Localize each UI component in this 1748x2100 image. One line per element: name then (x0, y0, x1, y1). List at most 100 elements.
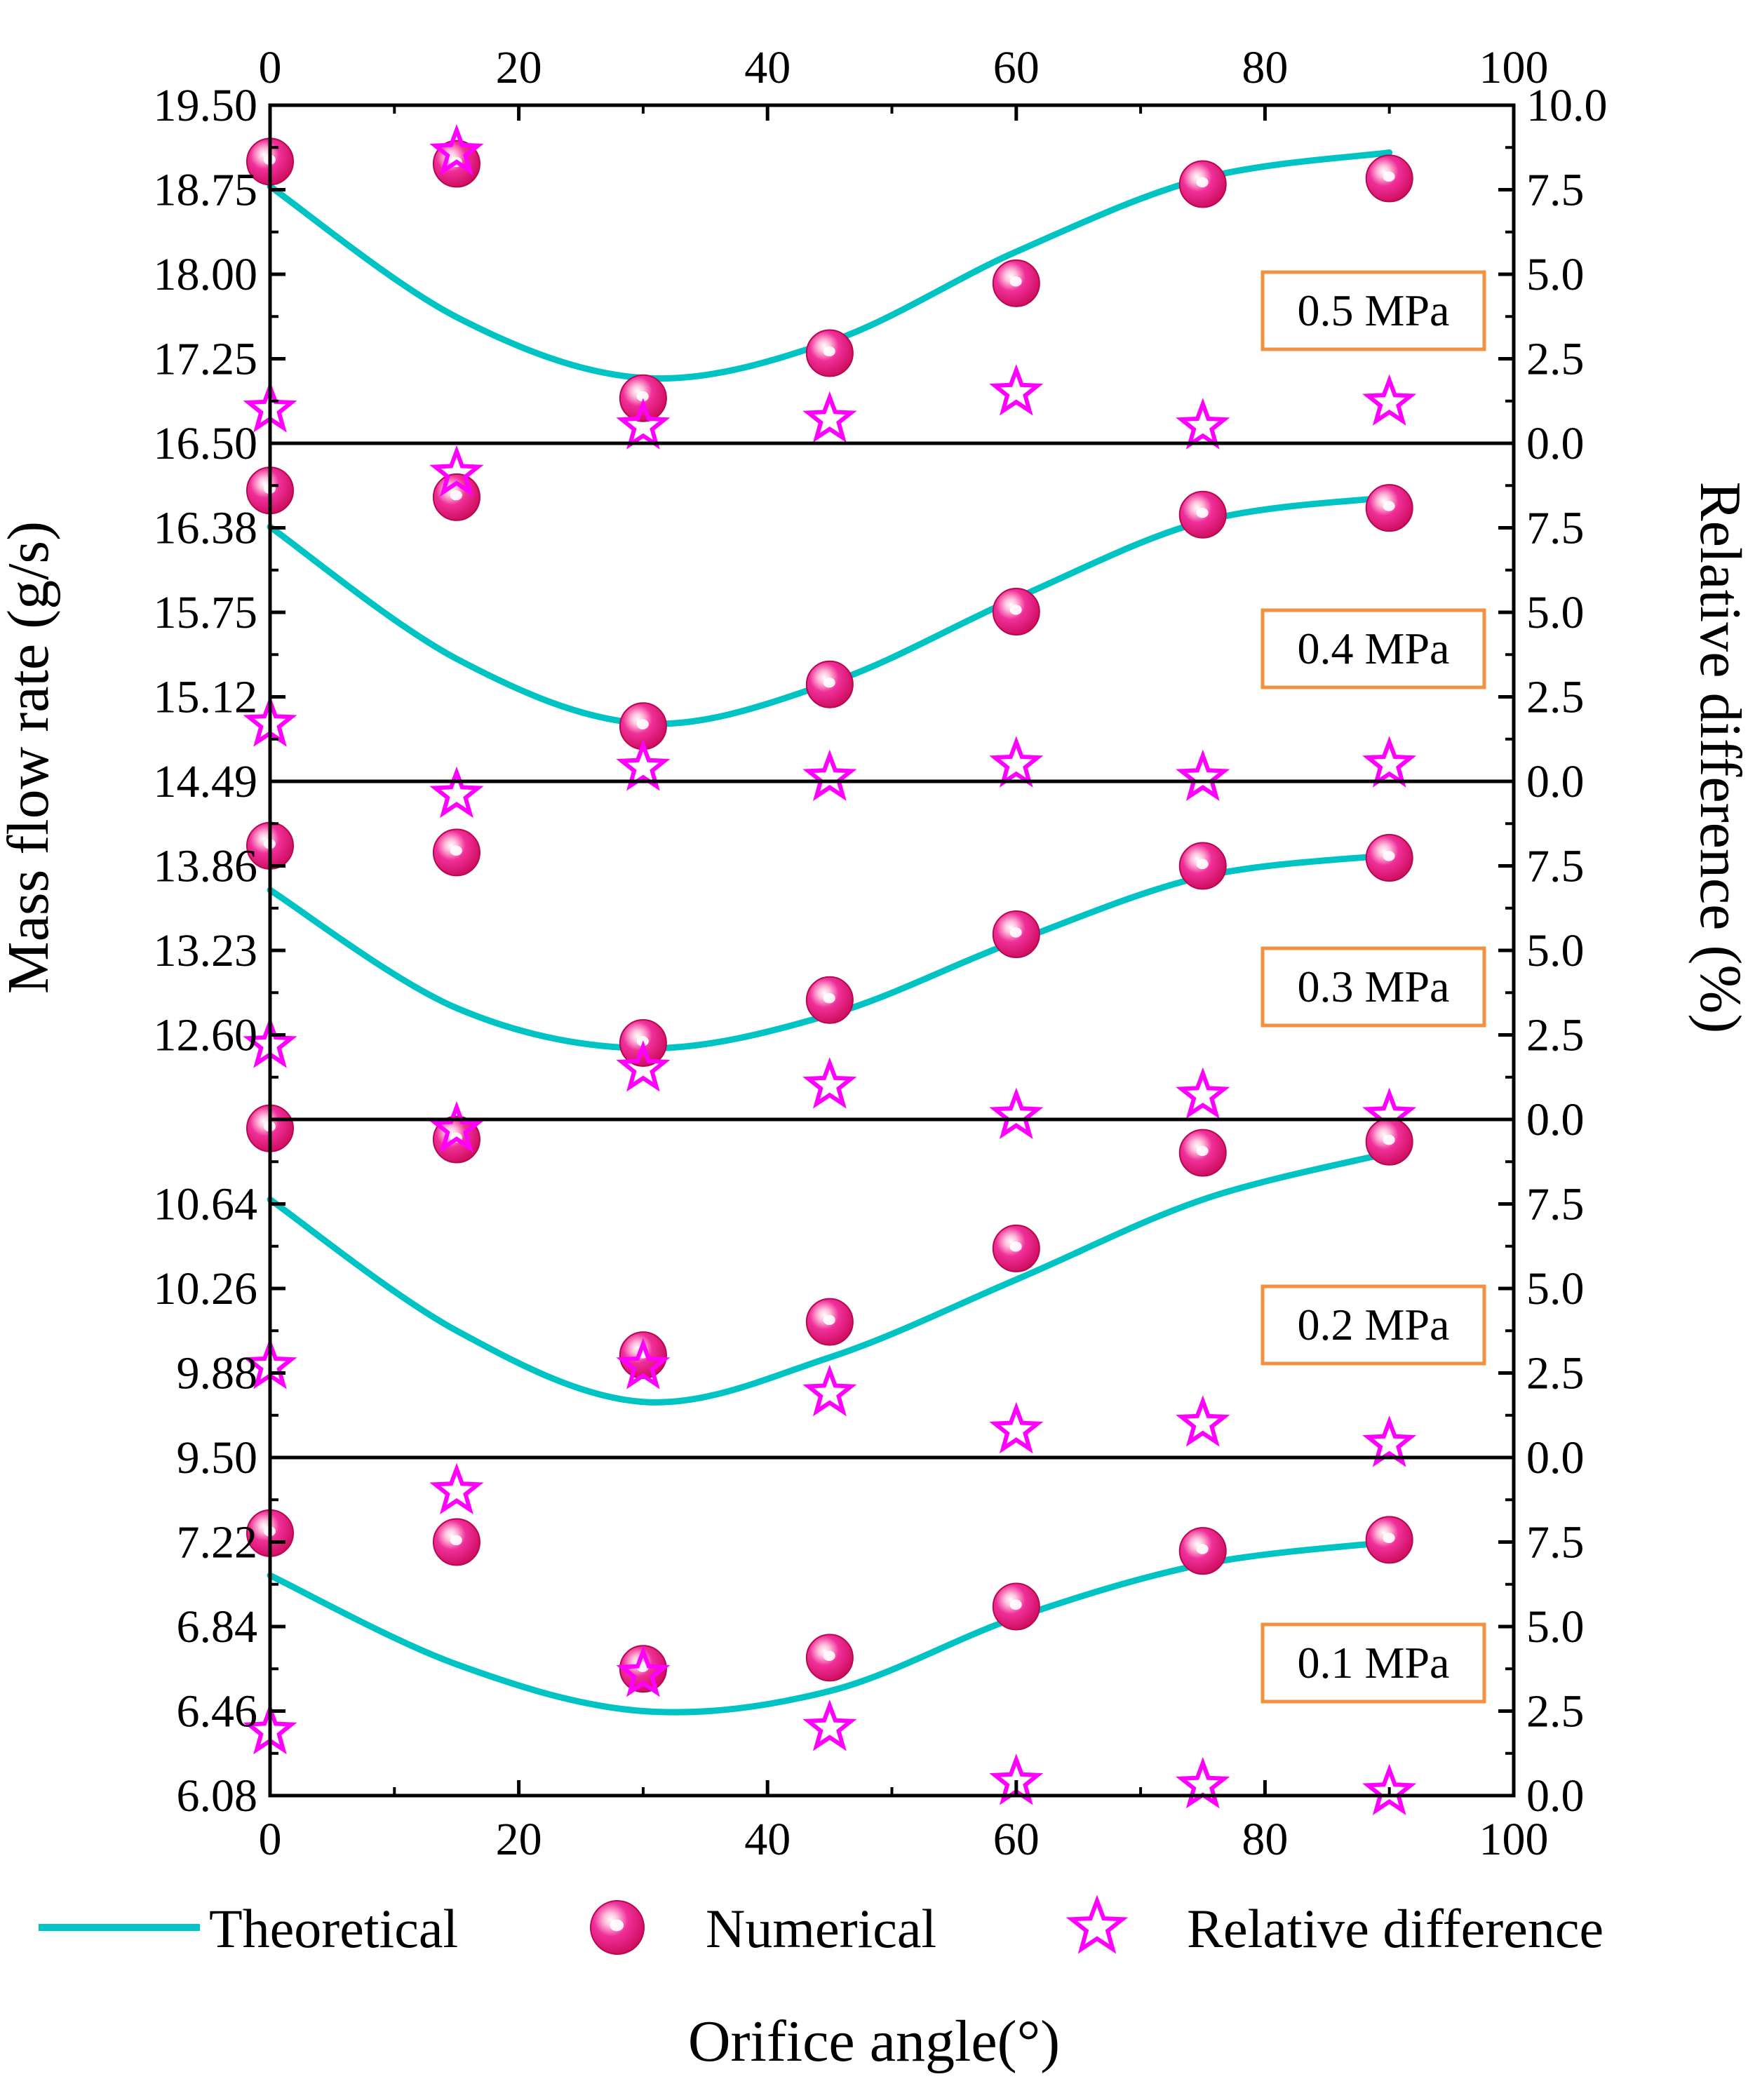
right-tick-label-3-4: 0.0 (1526, 1432, 1585, 1483)
relative-difference-point-0-6 (1362, 374, 1417, 426)
left-tick-label-1-2: 15.75 (154, 587, 258, 638)
right-tick-label-2-1: 7.5 (1526, 841, 1585, 892)
relative-difference-point-3-5 (1176, 1395, 1230, 1447)
relative-difference-point-2-4 (989, 1087, 1044, 1140)
relative-difference-point-1-5 (1176, 749, 1230, 802)
legend-marker-numerical (590, 1900, 645, 1955)
numerical-point-0-5-highlight (1196, 177, 1209, 188)
numerical-point-1-6-highlight (1383, 501, 1395, 511)
numerical-point-1-2-highlight (636, 719, 649, 729)
left-tick-label-0-2: 18.00 (154, 249, 258, 300)
numerical-point-0-4-highlight (1009, 276, 1022, 287)
numerical-point-1-1-highlight (450, 490, 462, 501)
relative-difference-point-2-1 (429, 766, 484, 819)
left-tick-label-0-1: 18.75 (154, 165, 258, 216)
numerical-point-2-5 (1178, 842, 1227, 890)
relative-difference-point-0-1 (429, 123, 484, 176)
x-top-tick-label-80: 80 (1242, 42, 1288, 93)
numerical-point-4-5 (1178, 1527, 1227, 1575)
right-tick-label-0-0: 10.0 (1526, 80, 1608, 131)
legend: Theoretical Numerical Relative difference (39, 1894, 1604, 1959)
numerical-point-2-3 (805, 976, 854, 1024)
numerical-point-2-4-highlight (1009, 927, 1022, 938)
numerical-point-4-6 (1365, 1516, 1413, 1564)
relative-difference-point-2-5 (1176, 1067, 1230, 1119)
numerical-point-1-2 (619, 702, 667, 751)
left-tick-label-3-4: 9.50 (177, 1432, 258, 1483)
numerical-point-4-5-highlight (1196, 1544, 1209, 1554)
relative-difference-point-4-1 (429, 1462, 484, 1515)
numerical-point-0-6-highlight (1383, 171, 1395, 182)
right-tick-label-1-2: 5.0 (1526, 587, 1585, 638)
right-tick-label-2-2: 5.0 (1526, 925, 1585, 976)
x-bottom-tick-label-20: 20 (496, 1814, 542, 1865)
panel-4: 0.0 7.22 7.5 6.84 5.0 6.46 2.5 6.08 0.0 0.1 MPa (177, 1432, 1585, 1822)
numerical-point-0-6 (1365, 154, 1413, 203)
relative-difference-point-3-1 (429, 1101, 484, 1153)
right-tick-label-4-1: 7.5 (1526, 1517, 1585, 1568)
numerical-point-2-5-highlight (1196, 859, 1209, 870)
x-bottom-tick-label-0: 0 (259, 1814, 282, 1865)
relative-difference-point-4-2 (616, 1645, 671, 1697)
numerical-point-3-3-highlight (823, 1314, 835, 1326)
numerical-point-4-4 (992, 1582, 1040, 1631)
pressure-label-4: 0.1 MPa (1298, 1638, 1450, 1688)
left-tick-label-0-4: 16.50 (154, 418, 258, 469)
left-tick-label-2-3: 12.60 (154, 1010, 258, 1061)
right-tick-label-1-3: 2.5 (1526, 672, 1585, 723)
relative-difference-point-1-3 (802, 749, 857, 802)
x-top-tick-label-20: 20 (496, 42, 542, 93)
left-tick-label-2-2: 13.23 (154, 925, 258, 976)
pressure-box-3 (1260, 1284, 1486, 1366)
pressure-box-0 (1260, 270, 1486, 351)
numerical-point-1-4-highlight (1009, 605, 1022, 615)
right-tick-label-0-4: 0.0 (1526, 418, 1585, 469)
pressure-box-2 (1260, 946, 1486, 1028)
relative-difference-point-3-2 (616, 1338, 671, 1389)
relative-difference-point-1-4 (989, 736, 1044, 788)
left-tick-label-2-1: 13.86 (154, 841, 258, 892)
relative-difference-point-0-2 (616, 398, 671, 450)
numerical-point-1-3-highlight (823, 677, 835, 688)
relative-difference-point-1-2 (616, 739, 671, 791)
x-top-tick-label-0: 0 (259, 42, 282, 93)
left-tick-label-3-2: 10.26 (154, 1263, 258, 1314)
pressure-label-3: 0.2 MPa (1298, 1300, 1450, 1349)
numerical-point-4-3-highlight (823, 1650, 835, 1662)
panels-layer: 19.50 10.0 18.75 7.5 18.00 5.0 17.25 2.5 16.50 0.… (154, 80, 1608, 1822)
x-bottom-tick-label-100: 100 (1479, 1814, 1549, 1865)
numerical-point-2-3-highlight (823, 992, 835, 1004)
relative-difference-point-1-1 (429, 445, 484, 497)
numerical-point-1-5 (1178, 490, 1227, 539)
left-tick-label-1-4: 14.49 (154, 756, 258, 807)
numerical-point-3-3 (805, 1298, 854, 1346)
numerical-point-2-6-highlight (1383, 851, 1395, 861)
numerical-point-2-1 (432, 828, 480, 877)
relative-difference-point-3-3 (802, 1364, 857, 1417)
numerical-point-0-4 (992, 259, 1040, 307)
numerical-point-1-5-highlight (1196, 507, 1209, 518)
right-tick-label-4-3: 2.5 (1526, 1686, 1585, 1737)
panel-3: 0.0 10.64 7.5 10.26 5.0 9.88 2.5 9.50 0.0 0.2 MPa (154, 1094, 1585, 1483)
pressure-label-0: 0.5 MPa (1298, 285, 1450, 335)
relative-difference-point-1-6 (1362, 736, 1417, 788)
relative-difference-point-4-3 (802, 1699, 857, 1751)
numerical-point-3-4 (992, 1224, 1040, 1272)
numerical-point-0-3 (805, 329, 854, 377)
right-tick-label-2-4: 0.0 (1526, 1094, 1585, 1145)
relative-difference-point-0-5 (1176, 398, 1230, 450)
numerical-point-2-2-highlight (636, 1036, 649, 1046)
right-tick-label-2-3: 2.5 (1526, 1010, 1585, 1061)
left-tick-label-4-2: 6.84 (177, 1601, 258, 1653)
right-tick-label-3-0: 0.0 (1526, 1094, 1585, 1145)
pressure-label-1: 0.4 MPa (1298, 624, 1450, 673)
left-tick-label-3-3: 9.88 (177, 1348, 258, 1399)
legend-marker-numerical-highlight (610, 1919, 624, 1932)
numerical-point-0-3-highlight (823, 346, 835, 357)
theoretical-line-3 (267, 1150, 1393, 1406)
y-axis-right-title: Relative difference (%) (1688, 482, 1748, 1034)
right-tick-label-3-1: 7.5 (1526, 1179, 1585, 1230)
x-axis-title: Orifice angle(°) (688, 2009, 1060, 2074)
relative-difference-point-3-4 (989, 1401, 1044, 1454)
